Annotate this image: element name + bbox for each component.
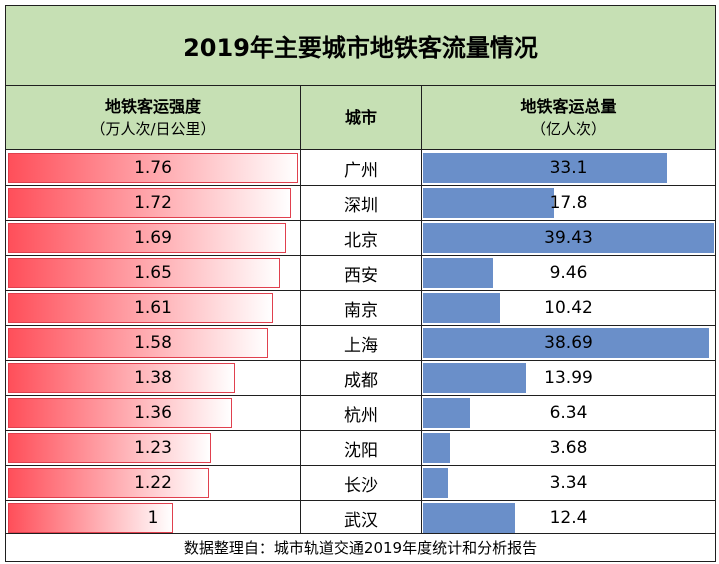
total-bar bbox=[423, 398, 470, 428]
intensity-value: 1.22 bbox=[134, 473, 172, 493]
header-total: 地铁客运总量 （亿人次） bbox=[422, 86, 715, 150]
table-title: 2019年主要城市地铁客流量情况 bbox=[6, 6, 715, 86]
row-divider bbox=[6, 500, 715, 501]
row-divider bbox=[6, 290, 715, 291]
total-value: 12.4 bbox=[549, 508, 588, 528]
city-name: 广州 bbox=[344, 160, 378, 181]
header-total-unit: （亿人次） bbox=[530, 119, 606, 138]
row-divider bbox=[6, 185, 715, 186]
data-table: 2019年主要城市地铁客流量情况 地铁客运强度 （万人次/日公里） 城市 地铁客… bbox=[5, 5, 716, 562]
intensity-value: 1.58 bbox=[134, 333, 172, 353]
city-name: 北京 bbox=[344, 230, 378, 251]
total-bar bbox=[423, 328, 709, 358]
row-divider bbox=[6, 430, 715, 431]
intensity-bar bbox=[8, 363, 236, 393]
header-total-label: 地铁客运总量 bbox=[520, 96, 617, 116]
row-divider bbox=[6, 255, 715, 256]
city-name: 上海 bbox=[344, 335, 378, 356]
intensity-bar bbox=[8, 503, 173, 533]
total-bar bbox=[423, 153, 668, 183]
row-divider bbox=[6, 360, 715, 361]
intensity-bar bbox=[8, 188, 292, 218]
intensity-bar bbox=[8, 258, 280, 288]
footer-divider bbox=[6, 533, 715, 534]
city-name: 深圳 bbox=[344, 195, 378, 216]
column-divider bbox=[300, 86, 301, 534]
row-divider bbox=[6, 395, 715, 396]
intensity-bar bbox=[8, 153, 298, 183]
total-value: 17.8 bbox=[549, 193, 588, 213]
total-value: 6.34 bbox=[549, 403, 588, 423]
header-city: 城市 bbox=[301, 86, 421, 150]
intensity-bar bbox=[8, 398, 233, 428]
intensity-value: 1.72 bbox=[134, 193, 172, 213]
city-name: 沈阳 bbox=[344, 440, 378, 461]
total-value: 9.46 bbox=[549, 263, 588, 283]
total-value: 3.68 bbox=[549, 438, 588, 458]
city-name: 成都 bbox=[344, 370, 378, 391]
total-bar bbox=[423, 293, 500, 323]
intensity-bar bbox=[8, 433, 211, 463]
intensity-value: 1.23 bbox=[134, 438, 172, 458]
header-intensity-label: 地铁客运强度 bbox=[104, 96, 201, 116]
header-city-label: 城市 bbox=[344, 107, 377, 127]
total-value: 3.34 bbox=[549, 473, 588, 493]
row-divider bbox=[6, 220, 715, 221]
city-name: 杭州 bbox=[344, 405, 378, 426]
total-value: 38.69 bbox=[544, 333, 593, 353]
total-value: 33.1 bbox=[549, 158, 588, 178]
total-bar bbox=[423, 258, 493, 288]
intensity-value: 1.76 bbox=[134, 158, 172, 178]
row-divider bbox=[6, 465, 715, 466]
total-bar bbox=[423, 223, 714, 253]
intensity-value: 1.36 bbox=[134, 403, 172, 423]
total-bar bbox=[423, 468, 448, 498]
header-intensity-unit: （万人次/日公里） bbox=[90, 119, 216, 138]
intensity-value: 1.61 bbox=[134, 298, 172, 318]
intensity-value: 1.38 bbox=[134, 368, 172, 388]
total-value: 39.43 bbox=[544, 228, 593, 248]
total-bar bbox=[423, 188, 555, 218]
intensity-value: 1.69 bbox=[134, 228, 172, 248]
city-name: 长沙 bbox=[344, 475, 378, 496]
city-name: 西安 bbox=[344, 265, 378, 286]
total-value: 10.42 bbox=[544, 298, 593, 318]
total-bar bbox=[423, 363, 527, 393]
column-divider bbox=[421, 86, 422, 534]
intensity-bar bbox=[8, 293, 274, 323]
intensity-value: 1 bbox=[147, 508, 159, 528]
row-divider bbox=[6, 325, 715, 326]
intensity-value: 1.65 bbox=[134, 263, 172, 283]
city-name: 南京 bbox=[344, 300, 378, 321]
source-note: 数据整理自：城市轨道交通2019年度统计和分析报告 bbox=[183, 539, 538, 557]
intensity-bar bbox=[8, 468, 210, 498]
total-bar bbox=[423, 433, 451, 463]
total-bar bbox=[423, 503, 515, 533]
total-value: 13.99 bbox=[544, 368, 593, 388]
intensity-bar bbox=[8, 328, 269, 358]
intensity-bar bbox=[8, 223, 287, 253]
city-name: 武汉 bbox=[344, 510, 378, 531]
header-intensity: 地铁客运强度 （万人次/日公里） bbox=[6, 86, 300, 150]
